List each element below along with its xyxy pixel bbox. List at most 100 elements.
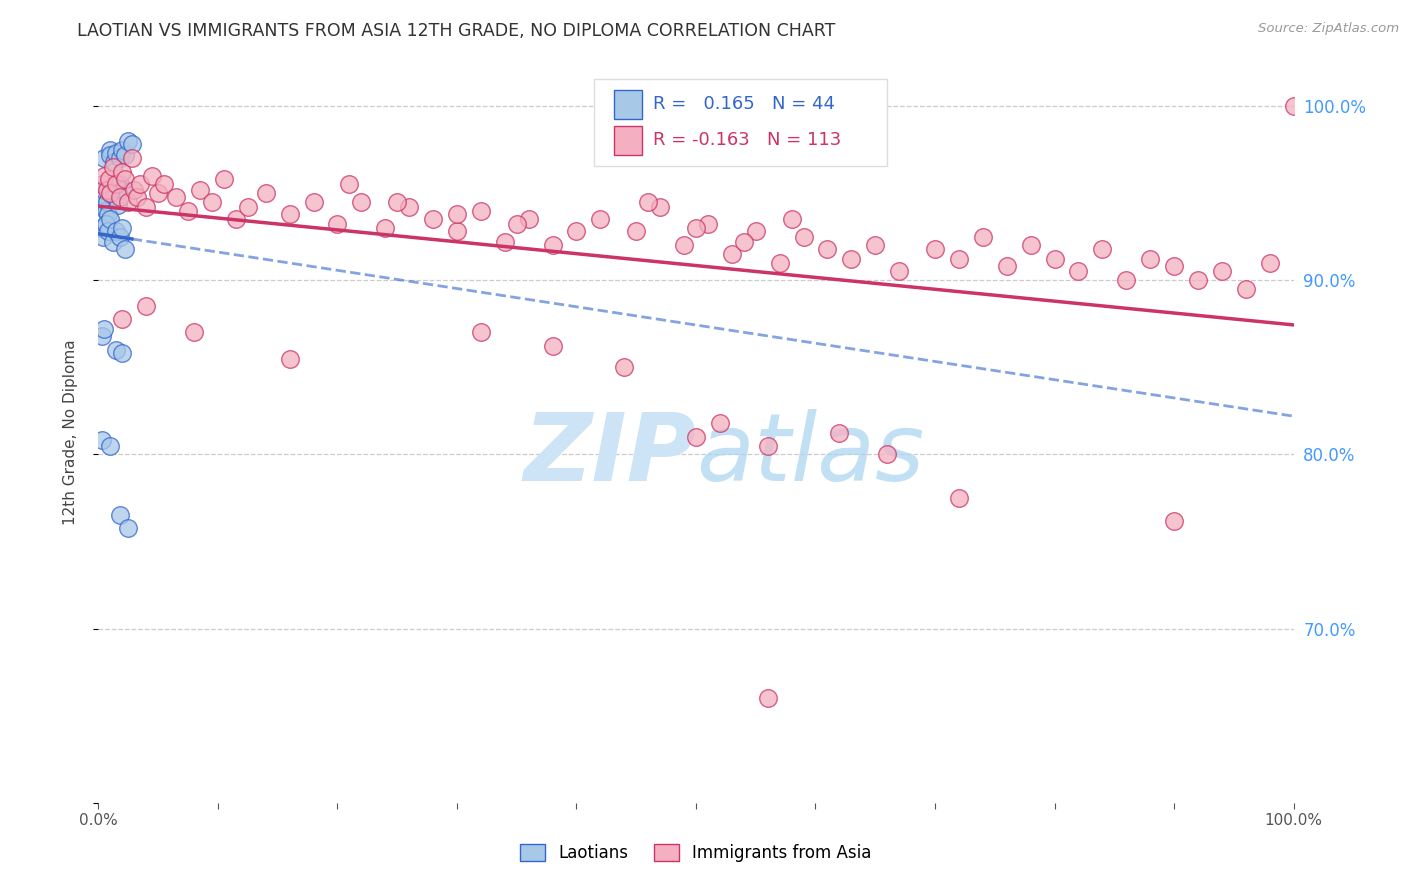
Point <box>673 238 696 252</box>
Point <box>111 221 134 235</box>
Point <box>111 165 134 179</box>
Point <box>114 172 136 186</box>
Point <box>225 212 247 227</box>
Point <box>768 256 790 270</box>
Point <box>153 178 176 192</box>
Point <box>302 194 325 209</box>
Point <box>114 148 136 162</box>
Point <box>117 194 139 209</box>
Text: atlas: atlas <box>696 409 924 500</box>
Point <box>637 194 659 209</box>
Point <box>1163 259 1185 273</box>
Point <box>91 329 114 343</box>
Point <box>1187 273 1209 287</box>
Point <box>111 311 134 326</box>
Point <box>108 178 131 192</box>
Point <box>1163 514 1185 528</box>
Point <box>350 194 373 209</box>
Point <box>793 229 815 244</box>
Point <box>1139 252 1161 267</box>
Point <box>374 221 396 235</box>
Point <box>94 218 117 232</box>
Point <box>111 143 134 157</box>
Point <box>889 264 911 278</box>
FancyBboxPatch shape <box>613 126 643 155</box>
Point <box>101 235 124 249</box>
Point <box>105 178 128 192</box>
Point <box>124 183 146 197</box>
Point <box>1234 282 1257 296</box>
Point <box>91 198 114 212</box>
Point <box>125 189 148 203</box>
Point <box>201 194 224 209</box>
Point <box>709 416 731 430</box>
Point <box>948 252 970 267</box>
Point <box>108 189 131 203</box>
Point <box>995 259 1018 273</box>
Point <box>815 242 838 256</box>
Point <box>141 169 163 183</box>
Point <box>96 194 118 209</box>
Point <box>101 178 124 192</box>
Point <box>924 242 946 256</box>
Point <box>254 186 277 200</box>
Point <box>98 148 122 162</box>
Point <box>89 194 111 209</box>
Point <box>517 212 540 227</box>
Point <box>780 212 803 227</box>
Text: ZIP: ZIP <box>523 409 696 500</box>
Point <box>626 224 648 238</box>
Point <box>685 221 707 235</box>
Point <box>105 146 128 161</box>
Point <box>105 343 128 357</box>
Point <box>97 207 120 221</box>
Point <box>183 326 205 340</box>
Point <box>385 194 409 209</box>
Point <box>470 326 492 340</box>
Point <box>111 183 134 197</box>
Point <box>541 238 564 252</box>
Point <box>948 491 970 505</box>
Point <box>470 203 492 218</box>
Point <box>1067 264 1090 278</box>
Legend: Laotians, Immigrants from Asia: Laotians, Immigrants from Asia <box>513 837 879 869</box>
Point <box>91 229 114 244</box>
Point <box>98 439 122 453</box>
Point <box>745 224 768 238</box>
Point <box>91 434 114 448</box>
Point <box>165 189 187 203</box>
Point <box>339 178 361 192</box>
Point <box>90 221 112 235</box>
Point <box>93 322 115 336</box>
Point <box>135 299 157 313</box>
Point <box>828 426 851 441</box>
Point <box>756 691 779 706</box>
Point <box>446 207 468 221</box>
FancyBboxPatch shape <box>595 78 887 166</box>
Point <box>876 447 898 461</box>
Point <box>103 154 125 169</box>
Point <box>494 235 516 249</box>
Point <box>613 360 636 375</box>
Point <box>148 186 170 200</box>
Point <box>98 212 122 227</box>
Point <box>177 203 200 218</box>
Point <box>422 212 444 227</box>
Point <box>697 218 720 232</box>
Point <box>278 207 301 221</box>
Point <box>91 178 114 192</box>
Text: R =   0.165   N = 44: R = 0.165 N = 44 <box>652 95 835 113</box>
Point <box>236 200 259 214</box>
Point <box>1043 252 1066 267</box>
Point <box>685 430 707 444</box>
Point <box>96 183 118 197</box>
Point <box>398 200 420 214</box>
Point <box>94 203 117 218</box>
Point <box>565 224 588 238</box>
Text: Source: ZipAtlas.com: Source: ZipAtlas.com <box>1258 22 1399 36</box>
Point <box>278 351 301 366</box>
Point <box>121 137 143 152</box>
Point <box>91 189 114 203</box>
Point <box>326 218 349 232</box>
Point <box>1258 256 1281 270</box>
